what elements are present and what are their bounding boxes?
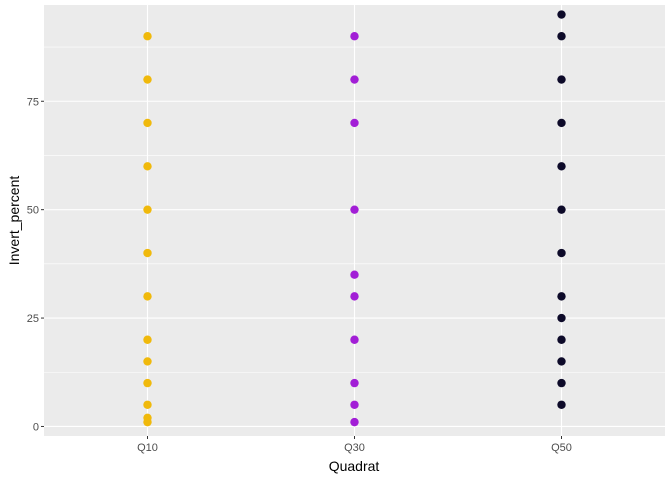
data-point [143,335,152,344]
data-point [350,400,359,409]
data-point [143,32,152,41]
data-point [143,400,152,409]
y-axis-ticks: 0 25 50 75 [27,96,44,433]
data-point [557,335,566,344]
data-point [350,417,359,427]
data-point [143,378,152,388]
y-tick-label: 25 [27,313,39,325]
data-point [143,417,152,427]
data-point [557,400,566,409]
x-axis-ticks: Q10 Q30 Q50 [137,436,572,454]
data-point [557,10,566,19]
data-point [557,248,566,258]
y-axis-title: Invert_percent [6,176,22,266]
y-tick-label: 50 [27,205,39,217]
data-point [350,32,359,41]
y-tick-label: 0 [33,421,39,433]
data-point [143,205,152,214]
data-point [143,118,152,128]
x-tick-label: Q50 [551,442,572,454]
data-point [557,162,566,171]
data-point [350,378,359,388]
data-point [350,335,359,344]
data-point [557,118,566,128]
data-points [143,10,566,427]
data-point [143,248,152,258]
data-point [557,378,566,388]
data-point [557,205,566,214]
x-tick-label: Q10 [137,442,158,454]
data-point [350,292,359,301]
data-point [143,75,152,84]
y-tick-label: 75 [27,96,39,108]
data-point [557,313,566,323]
data-point [557,357,566,366]
data-point [143,292,152,301]
data-point [350,118,359,128]
data-point [350,75,359,84]
data-point [557,75,566,84]
data-point [557,32,566,41]
data-point [143,357,152,366]
data-point [557,292,566,301]
x-tick-label: Q30 [344,442,365,454]
x-axis-title: Quadrat [329,458,380,474]
data-point [350,270,359,279]
data-point [143,162,152,171]
data-point [350,205,359,214]
